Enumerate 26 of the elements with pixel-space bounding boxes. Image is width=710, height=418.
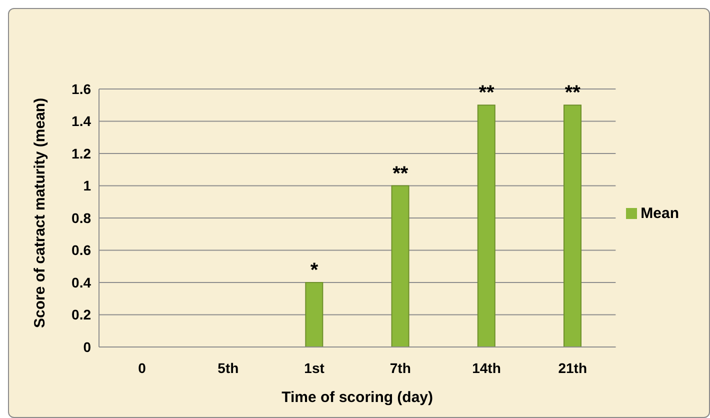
y-tick-label: 1.2 xyxy=(72,145,92,162)
legend-label: Mean xyxy=(640,204,679,222)
y-tick-label: 1 xyxy=(83,178,92,194)
y-tick-label: 0.8 xyxy=(72,210,92,226)
x-tick-label: 0 xyxy=(138,360,146,376)
bar xyxy=(305,282,324,347)
annotation: * xyxy=(310,260,318,282)
x-tick-label: 5th xyxy=(218,360,239,376)
annotation: ** xyxy=(392,162,408,185)
annotation: ** xyxy=(564,82,581,104)
bar xyxy=(477,104,496,347)
y-tick-label: 0 xyxy=(83,338,92,355)
y-tick-label: 1.6 xyxy=(72,80,92,97)
y-tick-label: 0.2 xyxy=(72,306,92,323)
y-tick-label: 0.4 xyxy=(72,274,92,290)
bar xyxy=(563,104,582,347)
x-tick-label: 7th xyxy=(390,360,411,376)
x-tick-label: 14th xyxy=(472,360,501,376)
bar xyxy=(391,185,410,347)
annotation: ** xyxy=(478,82,494,104)
x-tick-label: 1st xyxy=(304,360,325,376)
x-tick-label: 21th xyxy=(558,360,587,376)
y-tick-label: 0.6 xyxy=(72,242,92,258)
y-tick-label: 1.4 xyxy=(72,113,92,130)
y-axis-title: Score of catract maturity (mean) xyxy=(31,98,48,328)
x-axis-title: Time of scoring (day) xyxy=(282,389,434,406)
